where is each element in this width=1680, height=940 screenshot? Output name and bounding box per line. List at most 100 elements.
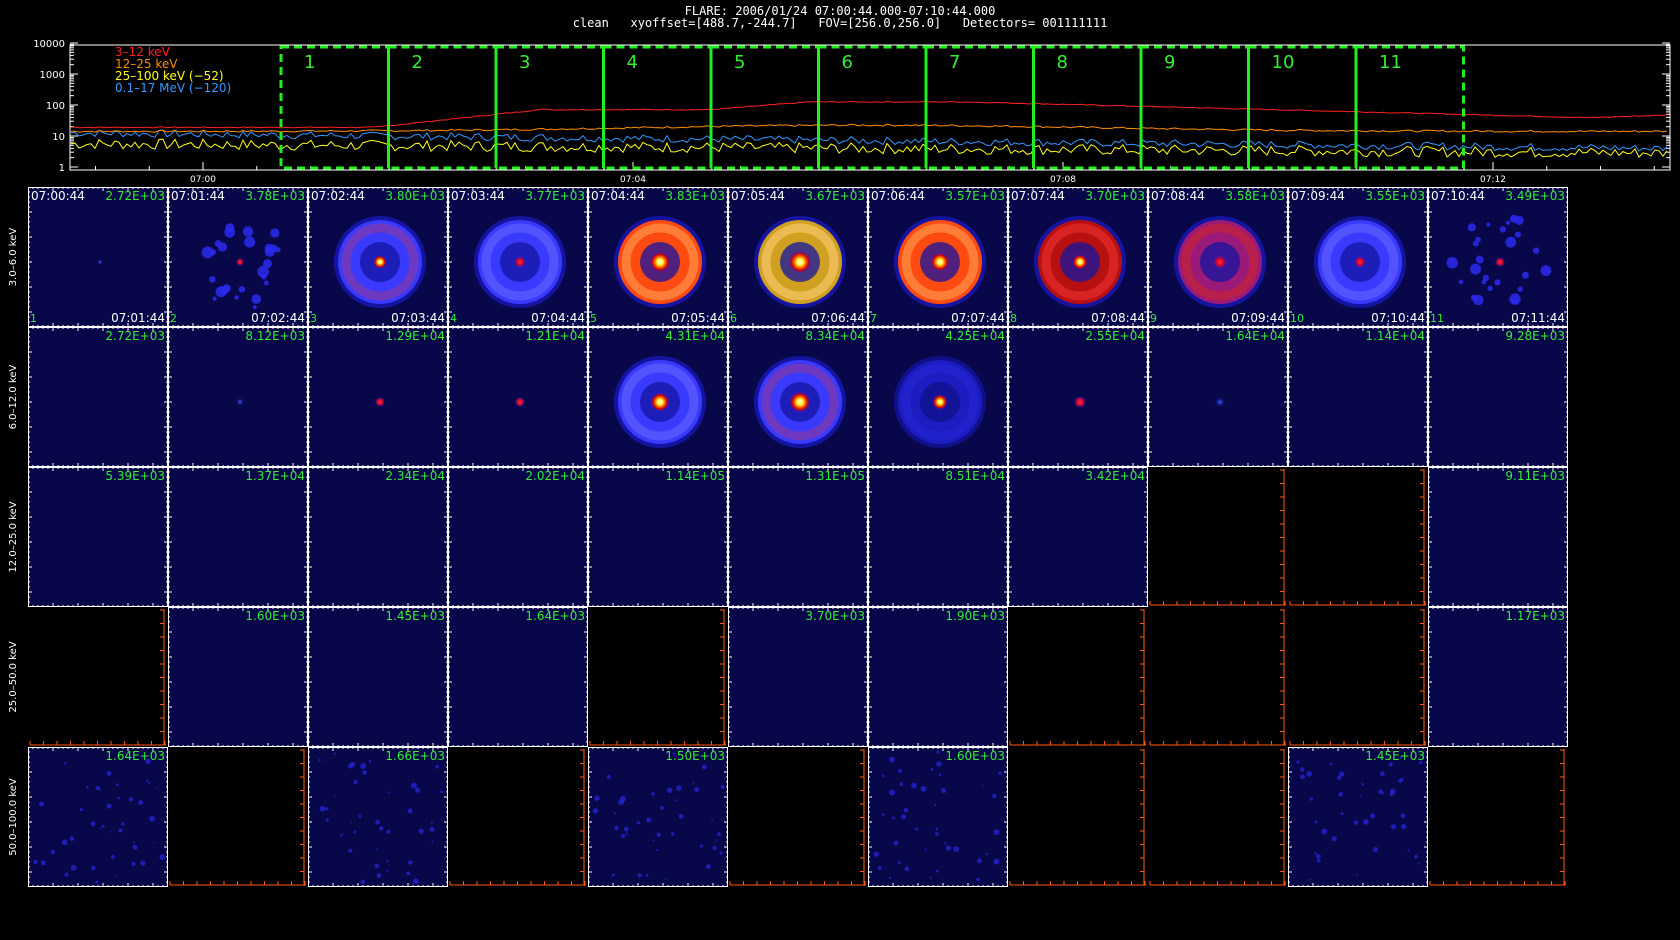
image-cell: 1.21E+04: [448, 327, 588, 467]
cell-background: [1148, 467, 1288, 607]
cell-peak-value: 2.34E+04: [385, 469, 445, 483]
cell-peak-value: 2.72E+03: [105, 189, 165, 203]
source-ring-bright: [761, 363, 839, 441]
cell-background: [168, 607, 308, 747]
noise-speck: [153, 841, 155, 844]
noise-speck: [70, 864, 77, 871]
image-cell: 8.34E+04: [728, 327, 868, 467]
image-cell: 1.37E+04: [168, 467, 308, 607]
image-cell: 3.42E+04: [1008, 467, 1148, 607]
y-tick-label: 100: [46, 101, 65, 112]
image-cell: 1.31E+05: [728, 467, 868, 607]
noise-speck: [318, 758, 321, 762]
noise-speck: [156, 787, 159, 790]
noise-speck: [408, 860, 413, 865]
emission-blob: [1494, 279, 1501, 286]
series-3-12kev: [71, 100, 1668, 129]
image-cell: 3.67E+03 07:05:44 07:06:44 6: [728, 187, 868, 327]
cell-peak-value: 3.57E+03: [945, 189, 1005, 203]
end-time: 07:05:44: [671, 311, 725, 325]
image-cell: 8.51E+04: [868, 467, 1008, 607]
emission-blob: [1532, 247, 1540, 254]
start-time: 07:10:44: [1431, 189, 1485, 203]
cell-background: [308, 327, 448, 467]
noise-speck: [33, 859, 38, 865]
image-cell: 2.72E+03 07:00:44 07:01:44 1: [28, 187, 168, 327]
image-cell: 3.78E+03 07:01:44 07:02:44 2: [168, 187, 308, 327]
cell-peak-value: 5.39E+03: [105, 469, 165, 483]
noise-speck: [325, 818, 329, 822]
emission-blob: [252, 305, 257, 310]
image-cell: 1.90E+03: [868, 607, 1008, 747]
legend-entry: 0.1–17 MeV (−120): [115, 81, 231, 95]
interval-number: 7: [870, 312, 877, 325]
cell-background: [28, 467, 168, 607]
lightcurve-frame: [69, 44, 1671, 171]
noise-speck: [407, 808, 413, 814]
noise-speck: [374, 863, 380, 869]
emission-blob: [275, 247, 281, 253]
noise-speck: [376, 848, 378, 850]
cell-peak-value: 8.12E+03: [245, 329, 305, 343]
noise-speck: [106, 770, 112, 776]
legend-entry: 12–25 keV: [115, 57, 178, 71]
interval-label: 5: [734, 52, 745, 73]
series-25-100kev: [70, 138, 1668, 159]
cell-background: [448, 467, 588, 607]
emission-blob: [257, 265, 270, 278]
source-ring-bright: [481, 223, 559, 301]
image-cell: [1148, 607, 1288, 747]
noise-speck: [421, 754, 424, 757]
end-time: 07:09:44: [1231, 311, 1285, 325]
noise-speck: [440, 790, 443, 794]
emission-blob: [1499, 226, 1507, 233]
interval-number: 3: [310, 312, 317, 325]
noise-speck: [418, 828, 424, 834]
source-core: [515, 397, 525, 407]
emission-blob: [1446, 257, 1459, 269]
band-label: 3.0–6.0 keV: [8, 228, 19, 287]
cell-peak-value: 1.64E+03: [105, 749, 165, 763]
cell-peak-value: 3.83E+03: [665, 189, 725, 203]
x-tick-label: 07:04: [620, 175, 646, 185]
image-cell: [588, 607, 728, 747]
image-cell: [1288, 467, 1428, 607]
source-core: [1495, 257, 1505, 267]
y-tick-label: 10: [52, 132, 65, 143]
emission-blob: [1467, 223, 1476, 232]
start-time: 07:05:44: [731, 189, 785, 203]
emission-blob: [270, 228, 280, 238]
emission-blob: [260, 273, 267, 280]
image-cell: [28, 607, 168, 747]
noise-speck: [99, 788, 102, 791]
noise-speck: [435, 764, 440, 769]
interval-box-1: [279, 45, 390, 170]
noise-speck: [415, 787, 421, 793]
emission-blob: [244, 236, 256, 248]
cell-peak-value: 2.55E+04: [1085, 329, 1145, 343]
noise-speck: [91, 865, 96, 871]
cell-background: [1428, 327, 1568, 467]
emission-blob: [242, 226, 254, 237]
cell-peak-value: 1.64E+04: [1225, 329, 1285, 343]
emission-blob: [1470, 294, 1477, 301]
source-ring-bright: [901, 223, 979, 301]
emission-blob: [234, 295, 239, 300]
interval-number: 1: [30, 312, 37, 325]
image-cell: 4.31E+04: [588, 327, 728, 467]
noise-speck: [149, 815, 155, 822]
image-cell: 1.64E+03: [448, 607, 588, 747]
cell-peak-value: 4.31E+04: [665, 329, 725, 343]
cell-peak-value: 3.67E+03: [805, 189, 865, 203]
image-cell: [448, 747, 588, 887]
interval-box-4: [602, 45, 713, 170]
cell-background: [1428, 467, 1568, 607]
cell-background: [168, 467, 308, 607]
noise-speck: [429, 827, 435, 832]
interval-label: 10: [1272, 52, 1295, 73]
interval-label: 7: [949, 52, 960, 73]
noise-speck: [61, 839, 68, 846]
cell-background: [728, 467, 868, 607]
source-ring-bright: [1041, 223, 1119, 301]
noise-speck: [111, 854, 115, 859]
